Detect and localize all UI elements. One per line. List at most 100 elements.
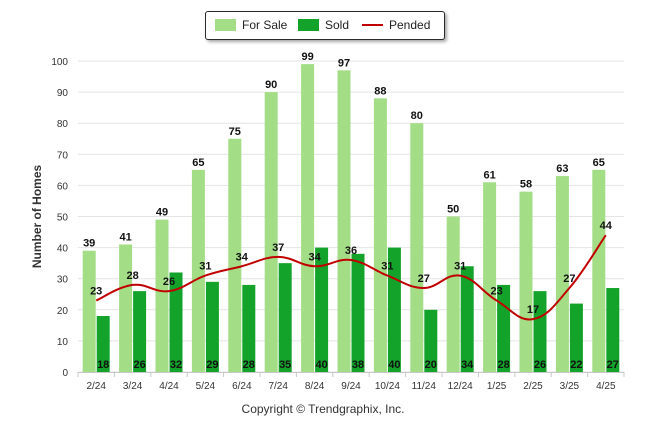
x-tick-label: 5/24 — [196, 381, 216, 392]
legend-swatch-for-sale — [215, 19, 236, 31]
bar-for-sale — [191, 169, 205, 372]
y-tick-label: 20 — [57, 306, 69, 317]
bar-sold — [533, 291, 547, 372]
x-tick-label: 6/24 — [232, 381, 252, 392]
data-label-sold: 28 — [497, 359, 509, 371]
data-label-pended: 44 — [600, 220, 613, 232]
bar-sold — [96, 316, 110, 372]
data-label-pended: 26 — [163, 276, 175, 288]
data-label-pended: 31 — [381, 261, 393, 273]
x-tick-label: 10/24 — [375, 381, 400, 392]
x-tick-label: 2/24 — [86, 381, 106, 392]
data-label-sold: 28 — [243, 359, 255, 371]
bar-sold — [460, 266, 474, 372]
legend-label-pended: Pended — [389, 18, 431, 32]
data-label-pended: 37 — [272, 242, 284, 254]
x-tick-label: 3/24 — [123, 381, 143, 392]
bar-for-sale — [155, 219, 169, 372]
bar-sold — [278, 263, 292, 372]
y-tick-label: 50 — [57, 213, 69, 224]
data-label-for-sale: 97 — [338, 57, 350, 69]
data-label-pended: 31 — [454, 261, 466, 273]
data-label-for-sale: 88 — [374, 85, 386, 97]
legend-label-for-sale: For Sale — [242, 18, 288, 32]
y-tick-label: 60 — [57, 181, 69, 192]
data-label-sold: 22 — [570, 359, 582, 371]
y-axis-title: Number of Homes — [30, 165, 44, 269]
data-label-sold: 40 — [315, 359, 327, 371]
data-label-pended: 23 — [490, 285, 502, 297]
legend-item-pended[interactable]: Pended — [362, 18, 430, 32]
data-label-pended: 34 — [236, 251, 249, 263]
data-label-sold: 26 — [534, 359, 546, 371]
data-label-sold: 27 — [607, 359, 619, 371]
x-tick-label: 3/25 — [560, 381, 580, 392]
data-label-for-sale: 65 — [192, 157, 204, 169]
bar-for-sale — [555, 176, 569, 372]
y-tick-label: 30 — [57, 275, 69, 286]
bar-for-sale — [301, 64, 315, 373]
data-label-for-sale: 75 — [229, 126, 241, 138]
y-tick-label: 90 — [57, 88, 69, 99]
data-label-for-sale: 49 — [156, 207, 168, 219]
data-label-sold: 18 — [97, 359, 109, 371]
data-label-sold: 35 — [279, 359, 291, 371]
x-tick-label: 4/24 — [159, 381, 179, 392]
data-label-pended: 27 — [563, 273, 575, 285]
data-label-sold: 38 — [352, 359, 364, 371]
x-tick-label: 1/25 — [487, 381, 507, 392]
bar-sold — [606, 288, 620, 372]
data-label-for-sale: 99 — [301, 51, 313, 63]
y-tick-label: 40 — [57, 244, 69, 255]
x-tick-label: 8/24 — [305, 381, 325, 392]
data-label-sold: 34 — [461, 359, 474, 371]
bar-for-sale — [337, 70, 351, 372]
data-label-for-sale: 58 — [520, 179, 532, 191]
data-label-pended: 36 — [345, 245, 357, 257]
legend-item-sold[interactable]: Sold — [298, 18, 349, 32]
bar-sold — [242, 284, 256, 372]
bar-sold — [133, 291, 147, 372]
copyright-text: Copyright © Trendgraphix, Inc. — [241, 402, 405, 416]
bar-for-sale — [483, 182, 497, 372]
bar-sold — [351, 253, 365, 372]
data-label-sold: 32 — [170, 359, 182, 371]
data-label-pended: 34 — [308, 251, 321, 263]
y-tick-label: 70 — [57, 150, 69, 161]
legend-item-for-sale[interactable]: For Sale — [215, 18, 287, 32]
bar-for-sale — [519, 191, 533, 372]
bar-sold — [315, 247, 329, 372]
data-label-sold: 40 — [388, 359, 400, 371]
data-label-for-sale: 80 — [411, 110, 423, 122]
data-label-for-sale: 90 — [265, 79, 277, 91]
data-label-sold: 29 — [206, 359, 218, 371]
bar-for-sale — [410, 123, 424, 372]
legend-label-sold: Sold — [325, 18, 350, 32]
x-tick-label: 7/24 — [268, 381, 288, 392]
bar-sold — [169, 272, 183, 372]
y-tick-label: 10 — [57, 337, 69, 348]
x-tick-label: 4/25 — [596, 381, 616, 392]
data-label-sold: 26 — [133, 359, 145, 371]
data-label-for-sale: 50 — [447, 204, 459, 216]
bar-for-sale — [82, 250, 96, 372]
data-label-pended: 28 — [126, 270, 138, 282]
legend-swatch-pended — [362, 24, 383, 26]
data-label-pended: 31 — [199, 261, 211, 273]
legend-swatch-sold — [298, 19, 319, 31]
bar-sold — [387, 247, 401, 372]
data-label-pended: 27 — [418, 273, 430, 285]
bar-sold — [424, 309, 438, 372]
y-tick-label: 100 — [51, 57, 68, 68]
x-tick-label: 2/25 — [523, 381, 543, 392]
data-label-for-sale: 65 — [593, 157, 605, 169]
data-label-sold: 20 — [425, 359, 437, 371]
y-tick-label: 0 — [62, 368, 68, 379]
data-label-for-sale: 61 — [483, 169, 495, 181]
bar-for-sale — [592, 169, 606, 372]
bar-for-sale — [446, 216, 460, 372]
bar-for-sale — [264, 92, 278, 372]
bar-for-sale — [228, 138, 242, 372]
chart-legend: For Sale Sold Pended — [205, 11, 445, 40]
